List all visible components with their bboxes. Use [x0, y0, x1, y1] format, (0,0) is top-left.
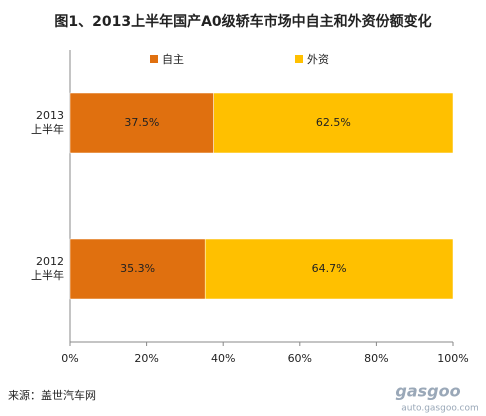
- source: 来源：盖世汽车网: [8, 388, 96, 402]
- bar-segment: [204, 238, 454, 300]
- y-tick-label: 2013 上半年: [31, 109, 64, 136]
- legend-label: 外资: [307, 53, 329, 66]
- legend-swatch: [150, 55, 158, 63]
- x-tick-label: 80%: [364, 352, 388, 365]
- x-tick-label: 40%: [211, 352, 235, 365]
- x-tick-label: 20%: [134, 352, 158, 365]
- legend-swatch: [295, 55, 303, 63]
- bar-segment: [69, 238, 206, 300]
- x-tick-label: 100%: [437, 352, 468, 365]
- value-label: 64.7%: [312, 262, 347, 275]
- value-label: 35.3%: [120, 262, 155, 275]
- watermark-url: auto.gasgoo.com: [401, 404, 479, 414]
- chart-title: 图1、2013上半年国产A0级轿车市场中自主和外资份额变化: [54, 13, 431, 30]
- bar-segment: [69, 92, 214, 154]
- x-tick-label: 0%: [61, 352, 78, 365]
- watermark-logo: gasgoo: [395, 382, 460, 401]
- legend-label: 自主: [162, 53, 184, 66]
- bar-segment: [213, 92, 454, 154]
- x-tick-label: 60%: [288, 352, 312, 365]
- value-label: 37.5%: [124, 116, 159, 129]
- value-label: 62.5%: [316, 116, 351, 129]
- y-tick-label: 2012 上半年: [31, 255, 64, 282]
